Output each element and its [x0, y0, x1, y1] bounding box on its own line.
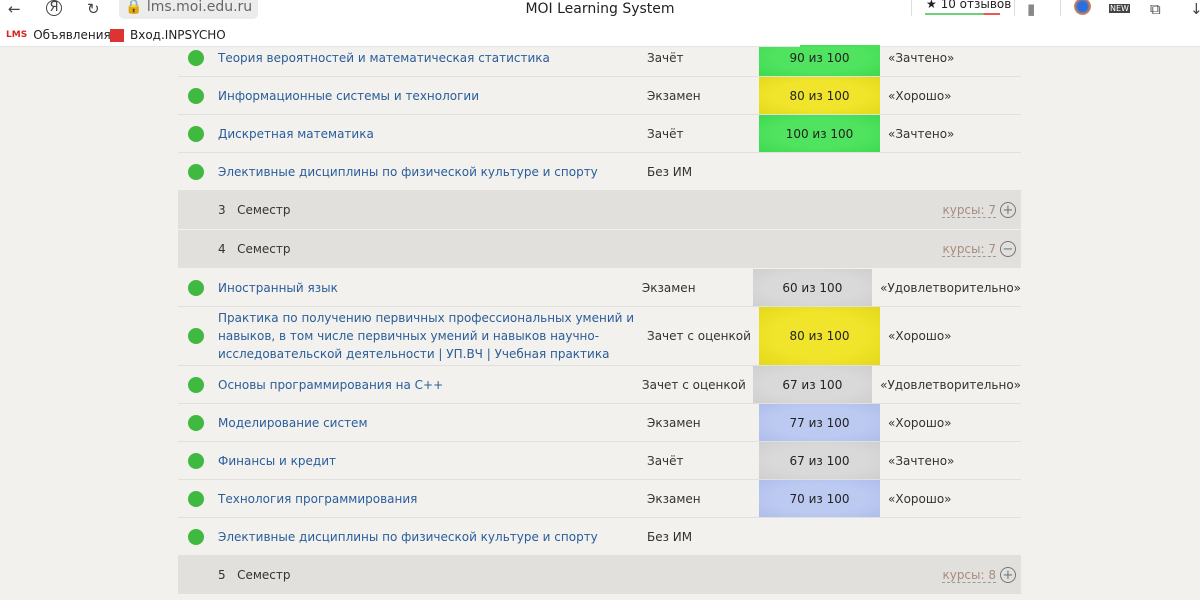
- collapse-icon[interactable]: −: [1000, 241, 1016, 257]
- bookmark-inpsycho[interactable]: Вход.INPSYCHO: [110, 28, 226, 42]
- bookmark-icon[interactable]: ▮: [1027, 0, 1036, 18]
- course-link[interactable]: Практика по получению первичных професси…: [218, 311, 635, 361]
- course-link[interactable]: Элективные дисциплины по физической куль…: [218, 164, 598, 179]
- yandex-icon[interactable]: Я: [46, 0, 62, 16]
- semester-label: 5 Семестр: [218, 568, 291, 582]
- reviews-button[interactable]: ★ 10 отзывов: [926, 0, 1012, 11]
- status-dot: [188, 49, 204, 66]
- result-text: «Хорошо»: [888, 415, 952, 430]
- reviews-rating-bar: [925, 13, 1000, 15]
- url-text: lms.moi.edu.ru: [146, 0, 253, 15]
- courses-count[interactable]: курсы: 8: [942, 567, 996, 583]
- course-link[interactable]: Основы программирования на C++: [218, 377, 444, 392]
- result-text: «Зачтено»: [888, 453, 955, 468]
- inpsycho-icon: [110, 28, 124, 42]
- assessment-type: Экзамен: [647, 415, 701, 430]
- reload-icon[interactable]: ↻: [87, 0, 100, 18]
- browser-chrome: ← Я ↻ 🔒 lms.moi.edu.ru MOI Learning Syst…: [0, 0, 1200, 47]
- result-text: «Хорошо»: [888, 88, 952, 103]
- course-row: Элективные дисциплины по физической куль…: [178, 153, 1021, 191]
- status-dot: [188, 414, 204, 431]
- course-link[interactable]: Информационные системы и технологии: [218, 88, 480, 103]
- grades-table: Теория вероятностей и математическая ста…: [178, 39, 1021, 595]
- course-link[interactable]: Финансы и кредит: [218, 453, 337, 468]
- course-link[interactable]: Элективные дисциплины по физической куль…: [218, 529, 598, 544]
- status-dot: [188, 279, 204, 296]
- course-row: Теория вероятностей и математическая ста…: [178, 39, 1021, 77]
- expand-icon[interactable]: +: [1000, 202, 1016, 218]
- course-link[interactable]: Теория вероятностей и математическая ста…: [218, 50, 550, 65]
- course-row: Технология программирования Экзамен 70 и…: [178, 480, 1021, 518]
- assessment-type: Зачёт: [647, 453, 684, 468]
- course-row: Информационные системы и технологии Экза…: [178, 77, 1021, 115]
- assessment-type: Зачёт: [647, 50, 684, 65]
- course-link[interactable]: Дискретная математика: [218, 126, 374, 141]
- new-extension-icon[interactable]: NEW: [1109, 4, 1130, 13]
- result-text: «Хорошо»: [888, 491, 952, 506]
- score-cell: 70 из 100: [759, 480, 880, 517]
- status-dot: [188, 490, 204, 507]
- score-cell: 67 из 100: [752, 366, 873, 403]
- back-icon[interactable]: ←: [8, 0, 21, 18]
- result-text: «Хорошо»: [888, 329, 952, 343]
- semester-label: 4 Семестр: [218, 242, 291, 256]
- course-link[interactable]: Иностранный язык: [218, 280, 338, 295]
- bookmark-label: Объявления: [33, 28, 111, 42]
- courses-count[interactable]: курсы: 7: [942, 241, 996, 257]
- assessment-type: Без ИМ: [647, 164, 693, 179]
- course-row: Финансы и кредит Зачёт 67 из 100 «Зачтен…: [178, 442, 1021, 480]
- course-row: Дискретная математика Зачёт 100 из 100 «…: [178, 115, 1021, 153]
- assessment-type: Зачет с оценкой: [641, 377, 746, 392]
- assessment-type: Экзамен: [641, 280, 696, 295]
- assessment-type: Экзамен: [647, 491, 701, 506]
- course-row: Практика по получению первичных професси…: [178, 307, 1021, 366]
- score-cell: 80 из 100: [759, 77, 880, 114]
- expand-icon[interactable]: +: [1000, 567, 1016, 583]
- extension-icon[interactable]: [1074, 0, 1091, 15]
- assessment-type: Зачёт: [647, 126, 684, 141]
- download-icon[interactable]: ↓: [1190, 0, 1200, 18]
- assessment-type: Зачет с оценкой: [647, 329, 751, 343]
- status-dot: [188, 328, 204, 344]
- score-cell: 77 из 100: [759, 404, 880, 441]
- loading-progress: [800, 45, 880, 47]
- result-text: «Удовлетворительно»: [880, 377, 1022, 392]
- bookmark-label: Вход.INPSYCHO: [130, 28, 226, 42]
- course-row: Элективные дисциплины по физической куль…: [178, 518, 1021, 556]
- result-text: «Зачтено»: [888, 50, 955, 65]
- score-cell: 100 из 100: [759, 115, 880, 152]
- result-text: «Зачтено»: [888, 126, 955, 141]
- semester-header[interactable]: 4 Семестр курсы: 7 −: [178, 230, 1021, 269]
- score-cell: [759, 153, 880, 190]
- status-dot: [188, 528, 204, 545]
- address-bar[interactable]: 🔒 lms.moi.edu.ru: [119, 0, 259, 19]
- course-link[interactable]: Технология программирования: [218, 491, 418, 506]
- status-dot: [188, 87, 204, 104]
- course-row: Моделирование систем Экзамен 77 из 100 «…: [178, 404, 1021, 442]
- status-dot: [188, 376, 204, 393]
- status-dot: [188, 163, 204, 180]
- semester-label: 3 Семестр: [218, 203, 291, 217]
- assessment-type: Экзамен: [647, 88, 701, 103]
- course-row: Основы программирования на C++ Зачет с о…: [178, 366, 1021, 404]
- semester-header[interactable]: 3 Семестр курсы: 7 +: [178, 191, 1021, 230]
- assessment-type: Без ИМ: [647, 529, 693, 544]
- score-cell: 67 из 100: [759, 442, 880, 479]
- score-cell: [759, 518, 880, 555]
- semester-header[interactable]: 5 Семестр курсы: 8 +: [178, 556, 1021, 595]
- result-text: «Удовлетворительно»: [880, 280, 1022, 295]
- course-link[interactable]: Моделирование систем: [218, 415, 368, 430]
- bookmark-announcements[interactable]: LMS Объявления: [6, 28, 111, 42]
- status-dot: [188, 452, 204, 469]
- lock-icon: 🔒: [125, 0, 143, 15]
- score-cell: 80 из 100: [759, 307, 880, 365]
- courses-count[interactable]: курсы: 7: [942, 202, 996, 218]
- lms-icon: LMS: [6, 30, 28, 40]
- score-cell: 60 из 100: [752, 269, 873, 306]
- course-row: Иностранный язык Экзамен 60 из 100 «Удов…: [178, 269, 1021, 307]
- tabs-icon[interactable]: ⧉: [1150, 0, 1161, 18]
- status-dot: [188, 125, 204, 142]
